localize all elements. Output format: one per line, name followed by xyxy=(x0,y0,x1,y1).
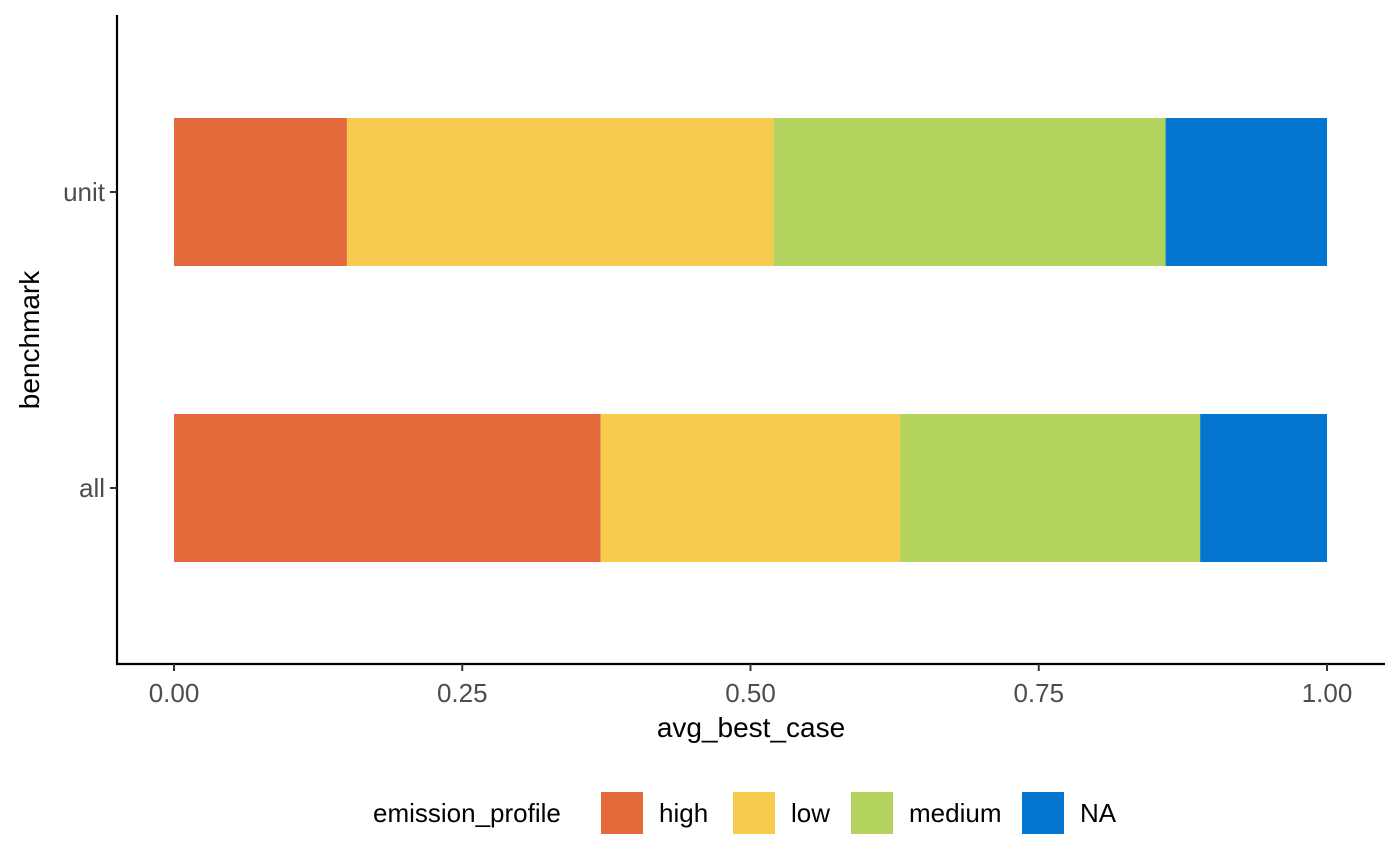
legend-label-medium: medium xyxy=(909,798,1001,828)
legend-label-na: NA xyxy=(1080,798,1117,828)
legend-label-low: low xyxy=(791,798,830,828)
legend-key-low xyxy=(733,792,775,834)
y-axis-title: benchmark xyxy=(14,270,45,410)
bars-layer xyxy=(174,118,1327,562)
x-tick-label-3: 0.75 xyxy=(1013,678,1064,708)
axes-layer xyxy=(115,15,1385,666)
bar-all-low xyxy=(600,414,901,562)
bar-unit-medium xyxy=(773,118,1166,266)
x-axis-title: avg_best_case xyxy=(657,712,845,743)
legend-key-medium xyxy=(851,792,893,834)
x-tick-label-1: 0.25 xyxy=(437,678,488,708)
bar-all-medium xyxy=(900,414,1201,562)
y-tick-label-all: all xyxy=(79,473,105,503)
legend-title: emission_profile xyxy=(373,798,561,828)
bar-all-high xyxy=(174,414,601,562)
legend-label-high: high xyxy=(659,798,708,828)
y-ticks-layer: all unit xyxy=(63,177,117,503)
bar-unit-low xyxy=(346,118,774,266)
legend-key-na xyxy=(1022,792,1064,834)
legend: emission_profile high low medium NA xyxy=(373,792,1117,834)
x-tick-label-4: 1.00 xyxy=(1302,678,1353,708)
y-tick-label-unit: unit xyxy=(63,177,106,207)
x-ticks-layer: 0.00 0.25 0.50 0.75 1.00 xyxy=(149,664,1353,708)
x-tick-label-0: 0.00 xyxy=(149,678,200,708)
bar-all-na xyxy=(1200,414,1327,562)
bar-unit-na xyxy=(1165,118,1327,266)
legend-key-high xyxy=(601,792,643,834)
x-tick-label-2: 0.50 xyxy=(725,678,776,708)
bar-unit-high xyxy=(174,118,347,266)
